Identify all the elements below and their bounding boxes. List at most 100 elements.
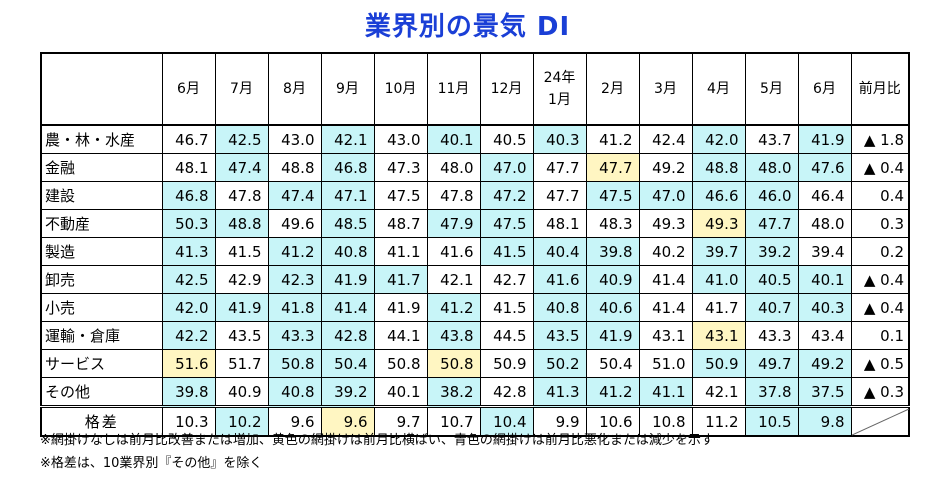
month-change-cell: 0.1 <box>850 321 910 350</box>
di-value-cell: 41.5 <box>479 237 534 266</box>
di-value-cell: 37.5 <box>797 377 852 407</box>
di-value-cell: 47.3 <box>373 153 428 182</box>
industry-label: その他 <box>40 377 163 407</box>
di-value-cell: 47.5 <box>479 209 534 238</box>
gap-value-cell: 10.7 <box>426 405 481 437</box>
di-value-cell: 48.5 <box>320 209 375 238</box>
di-value-cell: 49.3 <box>691 209 746 238</box>
month-change-cell: 0.4 <box>850 181 910 210</box>
di-value-cell: 43.0 <box>373 124 428 154</box>
di-value-cell: 50.2 <box>532 349 587 378</box>
month-change-cell: ▲ 0.4 <box>850 293 910 322</box>
di-value-cell: 39.8 <box>585 237 640 266</box>
column-header-month: 4月 <box>691 52 746 126</box>
table-row: 小売 42.0 41.9 41.8 41.4 41.9 41.2 41.5 40.8 40.6 41… <box>40 293 910 322</box>
di-value-cell: 50.9 <box>479 349 534 378</box>
di-value-cell: 46.0 <box>744 181 799 210</box>
di-value-cell: 41.9 <box>585 321 640 350</box>
di-value-cell: 50.8 <box>373 349 428 378</box>
di-value-cell: 46.8 <box>161 181 216 210</box>
di-value-cell: 48.8 <box>691 153 746 182</box>
di-value-cell: 42.3 <box>267 265 322 294</box>
industry-label: 卸売 <box>40 265 163 294</box>
di-value-cell: 41.1 <box>373 237 428 266</box>
month-change-cell: ▲ 0.4 <box>850 153 910 182</box>
empty-diagonal-cell <box>850 405 910 437</box>
gap-value-cell: 9.6 <box>267 405 322 437</box>
di-value-cell: 38.2 <box>426 377 481 407</box>
di-value-cell: 41.2 <box>585 124 640 154</box>
month-change-cell: 0.3 <box>850 209 910 238</box>
di-value-cell: 48.1 <box>532 209 587 238</box>
page-title: 業界別の景気 DI <box>364 12 571 42</box>
di-table-wrapper: 6月 7月 8月 9月 10月 11月 12月 24年 1月 2月 3月 4月 5月 6月 前月比 農・林・… <box>40 52 910 437</box>
table-row: 製造 41.3 41.5 41.2 40.8 41.1 41.6 41.5 40.4 39.8 40… <box>40 237 910 266</box>
di-value-cell: 49.2 <box>638 153 693 182</box>
di-value-cell: 50.4 <box>585 349 640 378</box>
di-value-cell: 40.8 <box>267 377 322 407</box>
industry-label: 運輸・倉庫 <box>40 321 163 350</box>
di-value-cell: 47.8 <box>426 181 481 210</box>
di-value-cell: 40.2 <box>638 237 693 266</box>
di-value-cell: 40.6 <box>585 293 640 322</box>
di-value-cell: 41.4 <box>320 293 375 322</box>
di-value-cell: 48.8 <box>214 209 269 238</box>
di-value-cell: 48.1 <box>161 153 216 182</box>
di-value-cell: 50.9 <box>691 349 746 378</box>
di-value-cell: 42.5 <box>161 265 216 294</box>
di-value-cell: 37.8 <box>744 377 799 407</box>
di-value-cell: 41.4 <box>638 265 693 294</box>
di-value-cell: 42.2 <box>161 321 216 350</box>
di-value-cell: 47.1 <box>320 181 375 210</box>
di-value-cell: 49.3 <box>638 209 693 238</box>
table-row: その他 39.8 40.9 40.8 39.2 40.1 38.2 42.8 41.3 41.2 4… <box>40 377 910 407</box>
di-value-cell: 39.8 <box>161 377 216 407</box>
gap-value-cell: 10.8 <box>638 405 693 437</box>
industry-label: 製造 <box>40 237 163 266</box>
di-value-cell: 46.6 <box>691 181 746 210</box>
di-value-cell: 41.8 <box>267 293 322 322</box>
di-value-cell: 41.5 <box>214 237 269 266</box>
di-value-cell: 42.1 <box>426 265 481 294</box>
di-value-cell: 46.7 <box>161 124 216 154</box>
table-row: 農・林・水産 46.7 42.5 43.0 42.1 43.0 40.1 40.5 40.3 41… <box>40 124 910 154</box>
di-value-cell: 39.7 <box>691 237 746 266</box>
gap-value-cell: 10.3 <box>161 405 216 437</box>
di-value-cell: 41.5 <box>479 293 534 322</box>
month-change-cell: ▲ 0.4 <box>850 265 910 294</box>
column-header-month: 3月 <box>638 52 693 126</box>
di-value-cell: 47.5 <box>585 181 640 210</box>
di-value-cell: 42.7 <box>479 265 534 294</box>
column-header-month: 8月 <box>267 52 322 126</box>
di-value-cell: 43.5 <box>214 321 269 350</box>
gap-value-cell: 9.9 <box>532 405 587 437</box>
month-change-cell: ▲ 0.5 <box>850 349 910 378</box>
table-row: 金融 48.1 47.4 48.8 46.8 47.3 48.0 47.0 47.7 47.7 49… <box>40 153 910 182</box>
di-value-cell: 42.0 <box>161 293 216 322</box>
di-value-cell: 48.7 <box>373 209 428 238</box>
di-value-cell: 42.9 <box>214 265 269 294</box>
di-value-cell: 47.9 <box>426 209 481 238</box>
di-value-cell: 47.2 <box>479 181 534 210</box>
di-value-cell: 41.0 <box>691 265 746 294</box>
gap-label: 格差 <box>40 405 163 437</box>
di-value-cell: 48.3 <box>585 209 640 238</box>
di-value-cell: 50.8 <box>267 349 322 378</box>
di-value-cell: 41.2 <box>585 377 640 407</box>
gap-value-cell: 10.6 <box>585 405 640 437</box>
di-value-cell: 49.6 <box>267 209 322 238</box>
di-value-cell: 43.5 <box>532 321 587 350</box>
gap-value-cell: 11.2 <box>691 405 746 437</box>
di-value-cell: 41.9 <box>320 265 375 294</box>
di-value-cell: 43.7 <box>744 124 799 154</box>
industry-di-table: 6月 7月 8月 9月 10月 11月 12月 24年 1月 2月 3月 4月 5月 6月 前月比 農・林・… <box>40 52 910 437</box>
di-value-cell: 50.8 <box>426 349 481 378</box>
di-value-cell: 41.6 <box>426 237 481 266</box>
gap-value-cell: 10.2 <box>214 405 269 437</box>
di-value-cell: 51.6 <box>161 349 216 378</box>
di-value-cell: 41.9 <box>214 293 269 322</box>
di-value-cell: 42.8 <box>320 321 375 350</box>
table-row: 不動産 50.3 48.8 49.6 48.5 48.7 47.9 47.5 48.1 48.3 4… <box>40 209 910 238</box>
di-value-cell: 46.4 <box>797 181 852 210</box>
industry-label: 建設 <box>40 181 163 210</box>
